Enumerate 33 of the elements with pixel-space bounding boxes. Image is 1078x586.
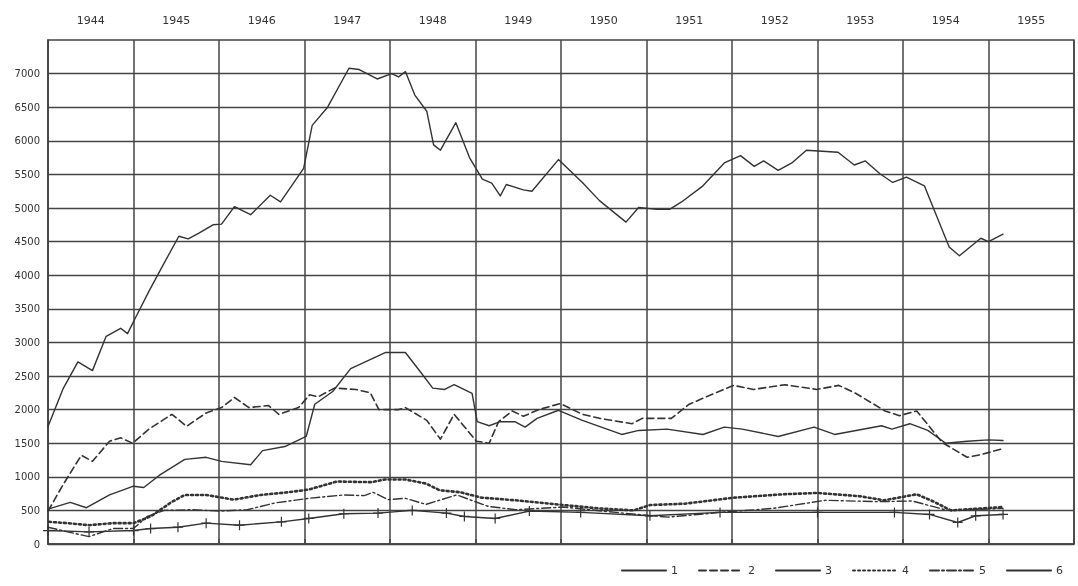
x-tick-label: 1949 bbox=[504, 14, 533, 27]
x-tick-label: 1947 bbox=[333, 14, 362, 27]
legend-label: 4 bbox=[902, 563, 909, 577]
x-tick-label: 1954 bbox=[931, 14, 960, 27]
x-tick-label: 1945 bbox=[162, 14, 191, 27]
legend-label: 1 bbox=[671, 563, 679, 577]
y-tick-label: 7000 bbox=[14, 68, 40, 80]
y-tick-label: 6000 bbox=[14, 135, 40, 147]
y-tick-label: 4000 bbox=[14, 269, 40, 281]
legend-label: 2 bbox=[748, 563, 756, 577]
y-tick-label: 5000 bbox=[14, 202, 40, 214]
y-tick-label: 500 bbox=[20, 504, 40, 516]
legend-label: 6 bbox=[1056, 563, 1063, 577]
x-tick-label: 1944 bbox=[76, 14, 105, 27]
y-tick-label: 2500 bbox=[14, 370, 40, 382]
y-tick-label: 6500 bbox=[14, 101, 40, 113]
legend-label: 3 bbox=[825, 563, 833, 577]
x-tick-label: 1950 bbox=[589, 14, 618, 27]
legend-label: 5 bbox=[979, 563, 986, 577]
x-tick-label: 1946 bbox=[247, 14, 276, 27]
x-tick-label: 1951 bbox=[675, 14, 704, 27]
x-tick-label: 1955 bbox=[1017, 14, 1046, 27]
y-tick-label: 4500 bbox=[14, 236, 40, 248]
y-tick-label: 1500 bbox=[14, 437, 40, 449]
x-tick-label: 1953 bbox=[846, 14, 875, 27]
y-tick-label: 0 bbox=[33, 538, 40, 550]
y-tick-label: 3000 bbox=[14, 336, 40, 348]
y-tick-label: 5500 bbox=[14, 168, 40, 180]
y-tick-label: 3500 bbox=[14, 303, 40, 315]
y-tick-label: 1000 bbox=[14, 471, 40, 483]
y-tick-label: 2000 bbox=[14, 404, 40, 416]
x-tick-label: 1952 bbox=[760, 14, 789, 27]
x-tick-label: 1948 bbox=[418, 14, 447, 27]
